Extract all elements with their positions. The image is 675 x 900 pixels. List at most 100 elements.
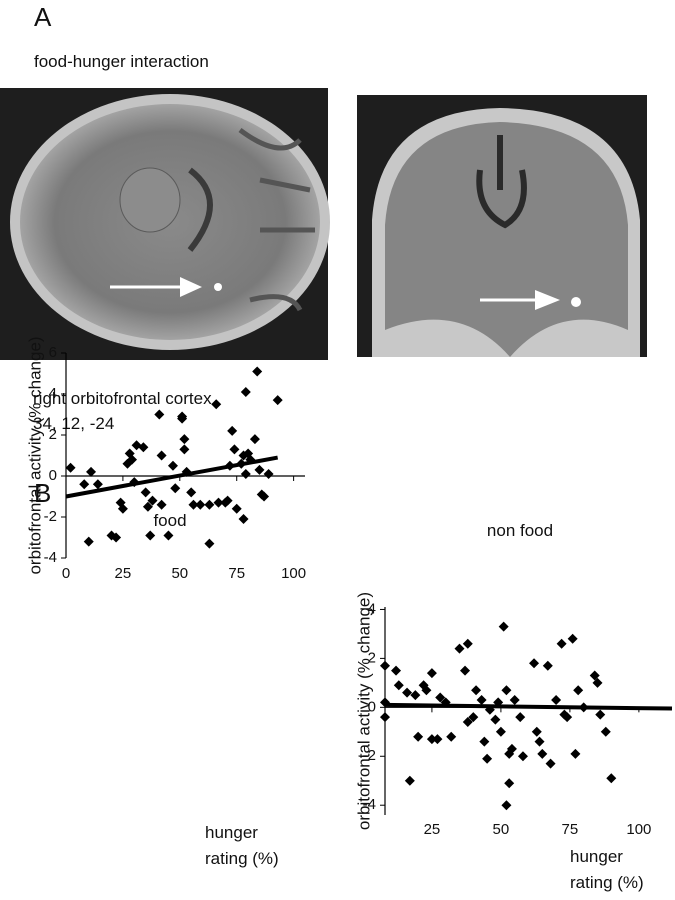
data-point	[506, 743, 517, 754]
x-tick-label: 50	[493, 821, 510, 838]
data-point	[188, 499, 199, 510]
data-point	[556, 638, 567, 649]
data-point	[393, 680, 404, 691]
trend-line	[384, 702, 673, 711]
x-tick-label: 100	[281, 565, 306, 582]
data-point	[471, 685, 482, 696]
data-point	[147, 495, 158, 506]
data-point	[238, 514, 249, 525]
data-point	[179, 434, 190, 445]
data-point	[495, 726, 506, 737]
data-point	[421, 685, 432, 696]
y-tick-label: -2	[363, 747, 376, 764]
data-point	[446, 731, 457, 742]
y-tick-label: 0	[49, 467, 57, 484]
data-point	[551, 694, 562, 705]
data-point	[240, 386, 251, 397]
data-point	[154, 409, 165, 420]
x-tick-label: 100	[626, 821, 651, 838]
y-tick-label: 0	[368, 698, 376, 715]
data-point	[573, 685, 584, 696]
data-point	[186, 487, 197, 498]
data-point	[476, 694, 487, 705]
data-point	[195, 499, 206, 510]
y-axis-label: orbitofrontal activity (% change)	[354, 592, 373, 830]
trend-line	[65, 455, 279, 499]
data-point	[570, 748, 581, 759]
data-point	[517, 751, 528, 762]
y-tick-label: 6	[49, 344, 57, 361]
data-point	[79, 479, 90, 490]
y-tick-label: 2	[49, 426, 57, 443]
coronal-brain-image	[357, 95, 647, 357]
region-label: right orbitofrontal cortex	[33, 389, 212, 408]
data-point	[167, 460, 178, 471]
data-point	[600, 726, 611, 737]
x-axis-label: rating (%)	[205, 849, 279, 868]
data-point	[272, 395, 283, 406]
data-point	[145, 530, 156, 541]
data-point	[501, 800, 512, 811]
data-point	[163, 530, 174, 541]
data-point	[156, 450, 167, 461]
data-point	[222, 495, 233, 506]
data-point	[545, 758, 556, 769]
data-point	[462, 717, 473, 728]
data-point	[479, 736, 490, 747]
y-tick-label: 4	[368, 600, 376, 617]
data-point	[211, 399, 222, 410]
chart-title: non food	[487, 521, 553, 540]
data-point	[482, 753, 493, 764]
data-point	[117, 503, 128, 514]
data-point	[179, 444, 190, 455]
data-point	[432, 734, 443, 745]
data-point	[391, 665, 402, 676]
data-point	[254, 464, 265, 475]
data-point	[529, 658, 540, 669]
data-point	[92, 479, 103, 490]
data-point	[542, 660, 553, 671]
data-point	[595, 709, 606, 720]
x-axis-label: hunger	[570, 847, 623, 866]
x-axis-label: rating (%)	[570, 873, 644, 892]
data-point	[204, 538, 215, 549]
data-point	[534, 736, 545, 747]
data-point	[259, 491, 270, 502]
data-point	[229, 444, 240, 455]
data-point	[227, 425, 238, 436]
x-tick-label: 75	[562, 821, 579, 838]
data-point	[213, 497, 224, 508]
x-tick-label: 75	[228, 565, 245, 582]
data-point	[177, 413, 188, 424]
data-point	[231, 503, 242, 514]
x-axis-label: hunger	[205, 823, 258, 842]
data-point	[562, 712, 573, 723]
y-axis-label: orbitofrontal activity (% change)	[25, 336, 44, 574]
data-point	[249, 434, 260, 445]
data-point	[111, 532, 122, 543]
data-point	[402, 687, 413, 698]
data-point	[606, 773, 617, 784]
data-point	[509, 694, 520, 705]
data-point	[65, 462, 76, 473]
panel-title: food-hunger interaction	[34, 52, 209, 71]
x-tick-label: 50	[171, 565, 188, 582]
data-point	[468, 712, 479, 723]
data-point	[567, 633, 578, 644]
data-point	[490, 714, 501, 725]
data-point	[404, 775, 415, 786]
data-point	[504, 778, 515, 789]
y-tick-label: 2	[368, 649, 376, 666]
data-point	[531, 726, 542, 737]
y-tick-label: -4	[44, 549, 57, 566]
data-point	[240, 468, 251, 479]
axial-brain-image	[0, 88, 330, 360]
panel-letter: B	[34, 478, 51, 508]
data-point	[410, 690, 421, 701]
data-point	[380, 660, 390, 671]
data-point	[204, 499, 215, 510]
data-point	[142, 501, 153, 512]
data-point	[170, 483, 181, 494]
data-point	[498, 621, 509, 632]
